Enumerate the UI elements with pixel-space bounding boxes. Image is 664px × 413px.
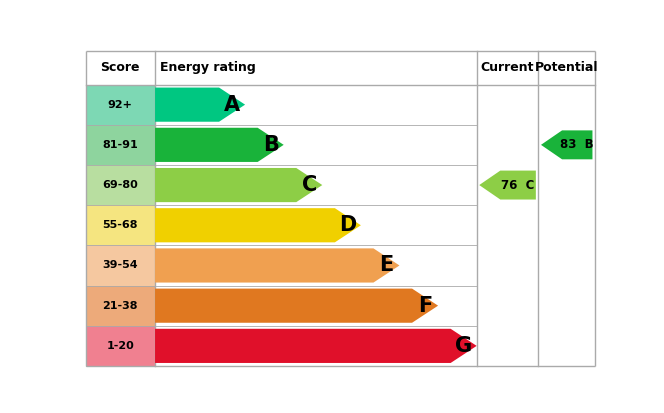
Polygon shape: [155, 289, 438, 323]
Polygon shape: [479, 171, 536, 199]
Text: B: B: [263, 135, 279, 155]
Text: C: C: [301, 175, 317, 195]
Text: Current: Current: [481, 62, 535, 74]
Text: 69-80: 69-80: [102, 180, 138, 190]
Text: Potential: Potential: [535, 62, 598, 74]
Text: D: D: [339, 215, 357, 235]
Text: E: E: [379, 256, 394, 275]
Text: A: A: [224, 95, 240, 115]
Text: Energy rating: Energy rating: [160, 62, 256, 74]
Text: 92+: 92+: [108, 100, 133, 109]
Text: Score: Score: [100, 62, 140, 74]
Polygon shape: [155, 88, 245, 122]
Polygon shape: [155, 128, 284, 162]
Text: 1-20: 1-20: [106, 341, 134, 351]
Text: 39-54: 39-54: [102, 261, 138, 271]
Bar: [86, 326, 155, 366]
Bar: [86, 245, 155, 285]
Text: 21-38: 21-38: [102, 301, 138, 311]
Bar: [86, 85, 155, 125]
Text: 55-68: 55-68: [102, 220, 138, 230]
Bar: [86, 125, 155, 165]
Text: 83  B: 83 B: [560, 138, 594, 151]
Text: 81-91: 81-91: [102, 140, 138, 150]
Text: F: F: [418, 296, 432, 316]
Polygon shape: [155, 248, 400, 282]
Polygon shape: [155, 208, 361, 242]
Text: 76  C: 76 C: [501, 178, 535, 192]
Text: G: G: [455, 336, 472, 356]
Bar: [86, 205, 155, 245]
Bar: [86, 165, 155, 205]
Polygon shape: [155, 329, 477, 363]
Polygon shape: [541, 131, 592, 159]
Polygon shape: [155, 168, 322, 202]
Bar: [86, 285, 155, 326]
